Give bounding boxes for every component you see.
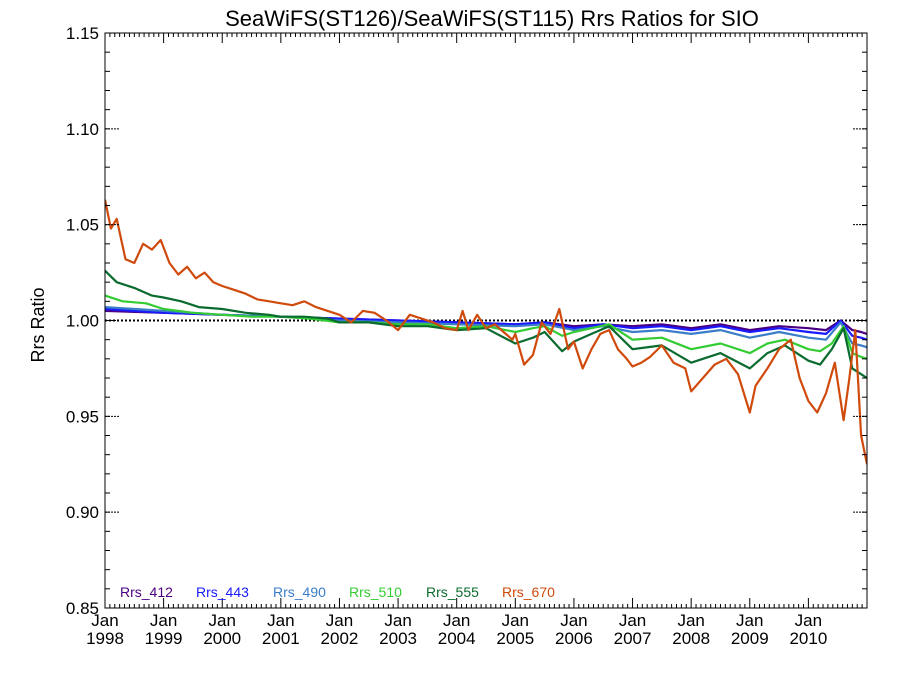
x-tick-label-year: 2008 — [672, 629, 710, 648]
legend-entry-rrs-412: Rrs_412 — [120, 584, 173, 600]
y-tick-label: 1.10 — [66, 120, 99, 139]
x-tick-label-month: Jan — [267, 611, 294, 630]
y-tick-label: 1.05 — [66, 216, 99, 235]
x-tick-label-year: 2006 — [555, 629, 593, 648]
y-tick-label: 0.95 — [66, 407, 99, 426]
y-axis-label: Rrs Ratio — [28, 287, 48, 362]
y-tick-label: 1.00 — [66, 312, 99, 331]
x-tick-label-month: Jan — [619, 611, 646, 630]
x-tick-label-month: Jan — [502, 611, 529, 630]
x-tick-label-year: 2009 — [731, 629, 769, 648]
x-tick-label-month: Jan — [91, 611, 118, 630]
x-tick-label-year: 2007 — [614, 629, 652, 648]
series-line-rrs-510 — [105, 294, 867, 360]
legend-entry-rrs-443: Rrs_443 — [196, 584, 249, 600]
legend: Rrs_412 Rrs_443 Rrs_490 Rrs_510 Rrs_555 Rrs_6… — [120, 584, 555, 600]
y-tick-label: 0.90 — [66, 503, 99, 522]
legend-entry-rrs-555: Rrs_555 — [426, 584, 479, 600]
series-layer — [105, 199, 867, 465]
y-tick-label: 0.85 — [66, 599, 99, 618]
x-tick-label-year: 2001 — [262, 629, 300, 648]
chart-title: SeaWiFS(ST126)/SeaWiFS(ST115) Rrs Ratios… — [225, 6, 759, 31]
x-tick-label-month: Jan — [795, 611, 822, 630]
x-tick-label-month: Jan — [443, 611, 470, 630]
x-tick-label-year: 2005 — [496, 629, 534, 648]
x-tick-label-month: Jan — [677, 611, 704, 630]
series-line-rrs-555 — [105, 269, 867, 379]
x-tick-label-month: Jan — [209, 611, 236, 630]
y-tick-label: 1.15 — [66, 24, 99, 43]
x-tick-label-year: 1999 — [145, 629, 183, 648]
x-tick-label-year: 2000 — [203, 629, 241, 648]
x-tick-label-month: Jan — [736, 611, 763, 630]
legend-entry-rrs-670: Rrs_670 — [502, 584, 555, 600]
x-tick-label-month: Jan — [326, 611, 353, 630]
series-line-rrs-670 — [105, 199, 867, 465]
legend-entry-rrs-490: Rrs_490 — [273, 584, 326, 600]
x-tick-label-year: 2010 — [789, 629, 827, 648]
axes-layer: 0.850.900.951.001.051.101.15Jan1998Jan19… — [66, 24, 868, 648]
x-tick-label-month: Jan — [384, 611, 411, 630]
x-tick-label-year: 2003 — [379, 629, 417, 648]
x-tick-label-year: 2002 — [321, 629, 359, 648]
legend-entry-rrs-510: Rrs_510 — [349, 584, 402, 600]
x-tick-label-month: Jan — [560, 611, 587, 630]
x-tick-label-year: 2004 — [438, 629, 476, 648]
x-tick-label-month: Jan — [150, 611, 177, 630]
x-tick-label-year: 1998 — [86, 629, 124, 648]
